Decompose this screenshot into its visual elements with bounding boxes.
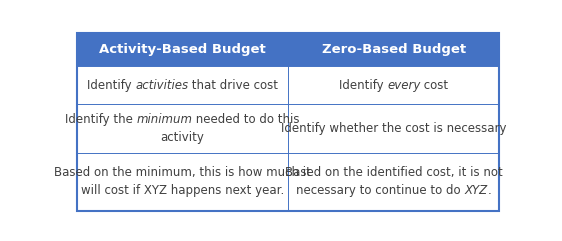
Text: cost: cost <box>420 79 448 92</box>
Bar <box>77 153 499 211</box>
Text: that drive cost: that drive cost <box>188 79 278 92</box>
Text: Zero-Based Budget: Zero-Based Budget <box>321 43 466 56</box>
Text: activities: activities <box>135 79 188 92</box>
Text: activity: activity <box>161 131 205 144</box>
Text: Identify whether the cost is necessary: Identify whether the cost is necessary <box>281 122 506 135</box>
Text: will cost if XYZ happens next year.: will cost if XYZ happens next year. <box>81 184 284 197</box>
Bar <box>77 104 499 153</box>
Bar <box>77 66 499 104</box>
Text: XYZ: XYZ <box>464 184 487 197</box>
Text: necessary to continue to do: necessary to continue to do <box>296 184 464 197</box>
Text: Based on the identified cost, it is not: Based on the identified cost, it is not <box>285 167 502 180</box>
Text: Identify the: Identify the <box>65 113 137 126</box>
Text: every: every <box>387 79 420 92</box>
Text: Identify: Identify <box>87 79 135 92</box>
Text: needed to do this: needed to do this <box>192 113 300 126</box>
Text: Based on the minimum, this is how much it: Based on the minimum, this is how much i… <box>54 167 311 180</box>
Text: .: . <box>487 184 491 197</box>
Text: minimum: minimum <box>137 113 192 126</box>
Text: Activity-Based Budget: Activity-Based Budget <box>99 43 266 56</box>
Text: Identify: Identify <box>339 79 387 92</box>
Bar <box>77 33 499 66</box>
